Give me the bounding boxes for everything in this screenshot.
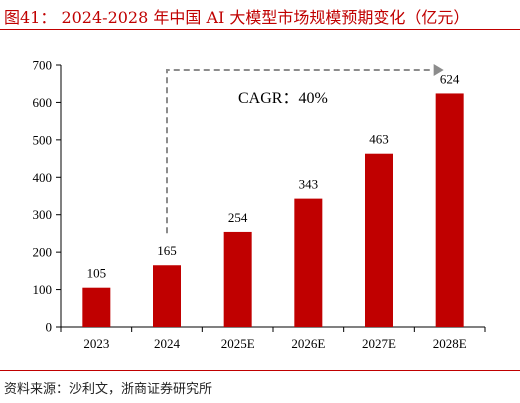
title-bar: 图41： 2024-2028 年中国 AI 大模型市场规模预期变化（亿元）: [0, 0, 520, 30]
y-tick-label: 0: [46, 320, 53, 335]
figure-title: 图41： 2024-2028 年中国 AI 大模型市场规模预期变化（亿元）: [4, 8, 470, 27]
bar-value-label: 254: [228, 210, 248, 225]
bar-value-label: 343: [299, 177, 319, 192]
y-tick-label: 500: [33, 132, 53, 147]
bar-value-label: 463: [369, 132, 389, 147]
y-tick-label: 400: [33, 170, 53, 185]
bar-chart: 0 100 200 300 400 500 600 700 105 165 254 343 463 624…: [33, 58, 486, 351]
x-tick-label: 2028E: [433, 336, 467, 351]
source-note: 资料来源：沙利文，浙商证券研究所: [4, 382, 213, 397]
x-tick-label: 2023: [83, 336, 109, 351]
x-tick-label: 2024: [154, 336, 181, 351]
y-tick-label: 300: [33, 207, 53, 222]
cagr-arrow-line: [166, 69, 432, 234]
x-tick-label: 2026E: [291, 336, 325, 351]
bottom-rule: [0, 370, 520, 371]
bar-value-label: 105: [87, 266, 107, 281]
bar: [223, 231, 252, 327]
title-rule: [0, 29, 520, 30]
bar: [294, 198, 323, 327]
cagr-arrow-head: [433, 64, 444, 76]
y-tick-label: 200: [33, 245, 53, 260]
bar: [82, 287, 111, 327]
bar: [153, 265, 181, 327]
x-tick-label: 2025E: [221, 336, 255, 351]
x-tick-label: 2027E: [362, 336, 396, 351]
cagr-label: CAGR：40%: [238, 90, 328, 107]
bar: [435, 93, 464, 328]
y-tick-label: 700: [33, 58, 53, 73]
y-tick-label: 600: [33, 95, 53, 110]
bar: [365, 153, 393, 327]
bar-value-label: 165: [157, 243, 177, 258]
y-tick-label: 100: [33, 282, 53, 297]
bar-value-label: 624: [440, 71, 460, 86]
